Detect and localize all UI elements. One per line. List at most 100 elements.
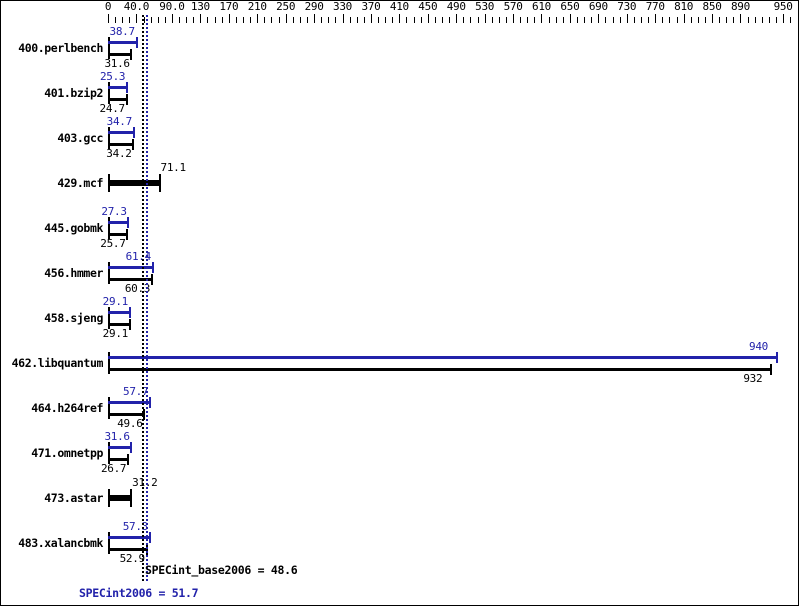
x-axis-minor-tick [321,17,322,23]
benchmark-row: 471.omnetpp 31.6 26.7 [1,430,798,477]
bar-value-label-peak: 31.6 [104,430,130,443]
x-axis-minor-tick [293,17,294,23]
bar-value-label-peak: 57.7 [123,385,149,398]
x-axis-minor-tick [307,17,308,23]
x-axis-minor-tick [591,17,592,23]
x-axis-minor-tick [144,17,145,23]
bar-base [108,143,133,146]
x-axis-major-tick [343,14,344,23]
x-axis-minor-tick [151,17,152,23]
x-axis-minor-tick [776,17,777,23]
bar-base [108,53,131,56]
bar-value-label-peak: 34.7 [106,115,133,128]
x-axis-major-tick [257,14,258,23]
bar-base [108,98,126,101]
bar-value-label: 31.2 [132,476,158,489]
plot-area: 400.perlbench 38.7 31.6 401.bzip2 25.3 24.7 40… [1,25,798,565]
bar-value-label-base: 26.7 [100,462,127,475]
bar-value-label-base: 25.7 [100,237,126,250]
x-axis-minor-tick [165,17,166,23]
bar-value-label-base: 60.3 [124,282,151,295]
row-origin-cap [108,352,110,374]
bar-end-peak [148,532,151,543]
x-axis-tick-label: 730 [617,0,637,13]
x-axis-minor-tick [613,17,614,23]
bar-base [108,278,151,281]
x-axis-major-tick [229,14,230,23]
x-axis-tick-label: 250 [276,0,296,13]
x-axis-minor-tick [279,17,280,23]
x-axis-tick-label: 950 [773,0,793,13]
row-origin-cap [108,532,110,554]
bar-end-base [143,409,146,420]
bar-peak [108,311,129,314]
benchmark-row: 456.hmmer 61.4 60.3 [1,251,798,297]
x-axis-major-tick [172,14,173,23]
x-axis-minor-tick [158,17,159,23]
x-axis-major-tick [485,14,486,23]
x-axis-minor-tick [215,17,216,23]
bar-end-base [770,364,773,375]
x-axis-minor-tick [414,17,415,23]
x-axis-minor-tick [726,17,727,23]
x-axis-minor-tick [122,17,123,23]
bar-value-label-peak: 27.3 [101,205,127,218]
x-axis-minor-tick [698,17,699,23]
x-axis-major-tick [783,14,784,23]
bar-end-peak [135,37,138,48]
x-axis-minor-tick [236,17,237,23]
x-axis-minor-tick [385,17,386,23]
x-axis-minor-tick [549,17,550,23]
bar-value-label: 71.1 [160,161,187,174]
x-axis-minor-tick [335,17,336,23]
bar-value-label-base: 49.6 [117,417,143,430]
benchmark-row: 445.gobmk 27.3 25.7 [1,205,798,252]
benchmark-label-473-astar: 473.astar [44,491,103,505]
bar-end-peak [125,82,128,93]
x-axis-minor-tick [534,17,535,23]
x-axis-tick-label: 690 [588,0,608,13]
bar-peak [108,536,149,539]
bar-end-base [126,454,129,465]
benchmark-label-445-gobmk: 445.gobmk [44,221,103,235]
x-axis-tick-label: 450 [418,0,438,13]
x-axis-minor-tick [364,17,365,23]
bar-end-peak [149,397,151,408]
bar-end-peak [132,127,135,138]
x-axis-minor-tick [605,17,606,23]
benchmark-label-471-omnetpp: 471.omnetpp [31,446,103,460]
x-axis-minor-tick [506,17,507,23]
row-origin-cap [108,307,110,329]
row-origin-cap [108,37,110,59]
x-axis-tick-label: 410 [389,0,409,13]
x-axis-minor-tick [520,17,521,23]
x-axis-minor-tick [115,17,116,23]
bar-peak [108,266,152,269]
x-axis-minor-tick [662,17,663,23]
benchmark-label-464-h264ref: 464.h264ref [31,401,103,415]
bar-value-label-base: 24.7 [99,102,126,115]
x-axis-minor-tick [463,17,464,23]
x-axis-minor-tick [378,17,379,23]
bar-end-base [132,139,135,150]
bar-end-base [126,229,129,240]
x-axis-minor-tick [634,17,635,23]
mean-line-base [142,15,144,581]
x-axis-minor-tick [577,17,578,23]
x-axis-major-tick [541,14,542,23]
x-axis-minor-tick [222,17,223,23]
benchmark-row: 403.gcc 34.7 34.2 [1,115,798,162]
x-axis-major-tick [570,14,571,23]
bar-end-peak [776,352,778,363]
bar-peak [108,41,136,44]
x-axis-tick-label: 890 [730,0,750,13]
x-axis-major-tick [136,14,137,23]
bar-value-label-base: 31.6 [104,57,130,70]
bar-end-base [128,319,131,330]
x-axis-minor-tick [357,17,358,23]
x-axis-minor-tick [719,17,720,23]
benchmark-row: 458.sjeng 29.1 29.1 [1,296,798,342]
bar-end-base [150,274,153,285]
x-axis-major-tick [740,14,741,23]
x-axis-minor-tick [179,17,180,23]
